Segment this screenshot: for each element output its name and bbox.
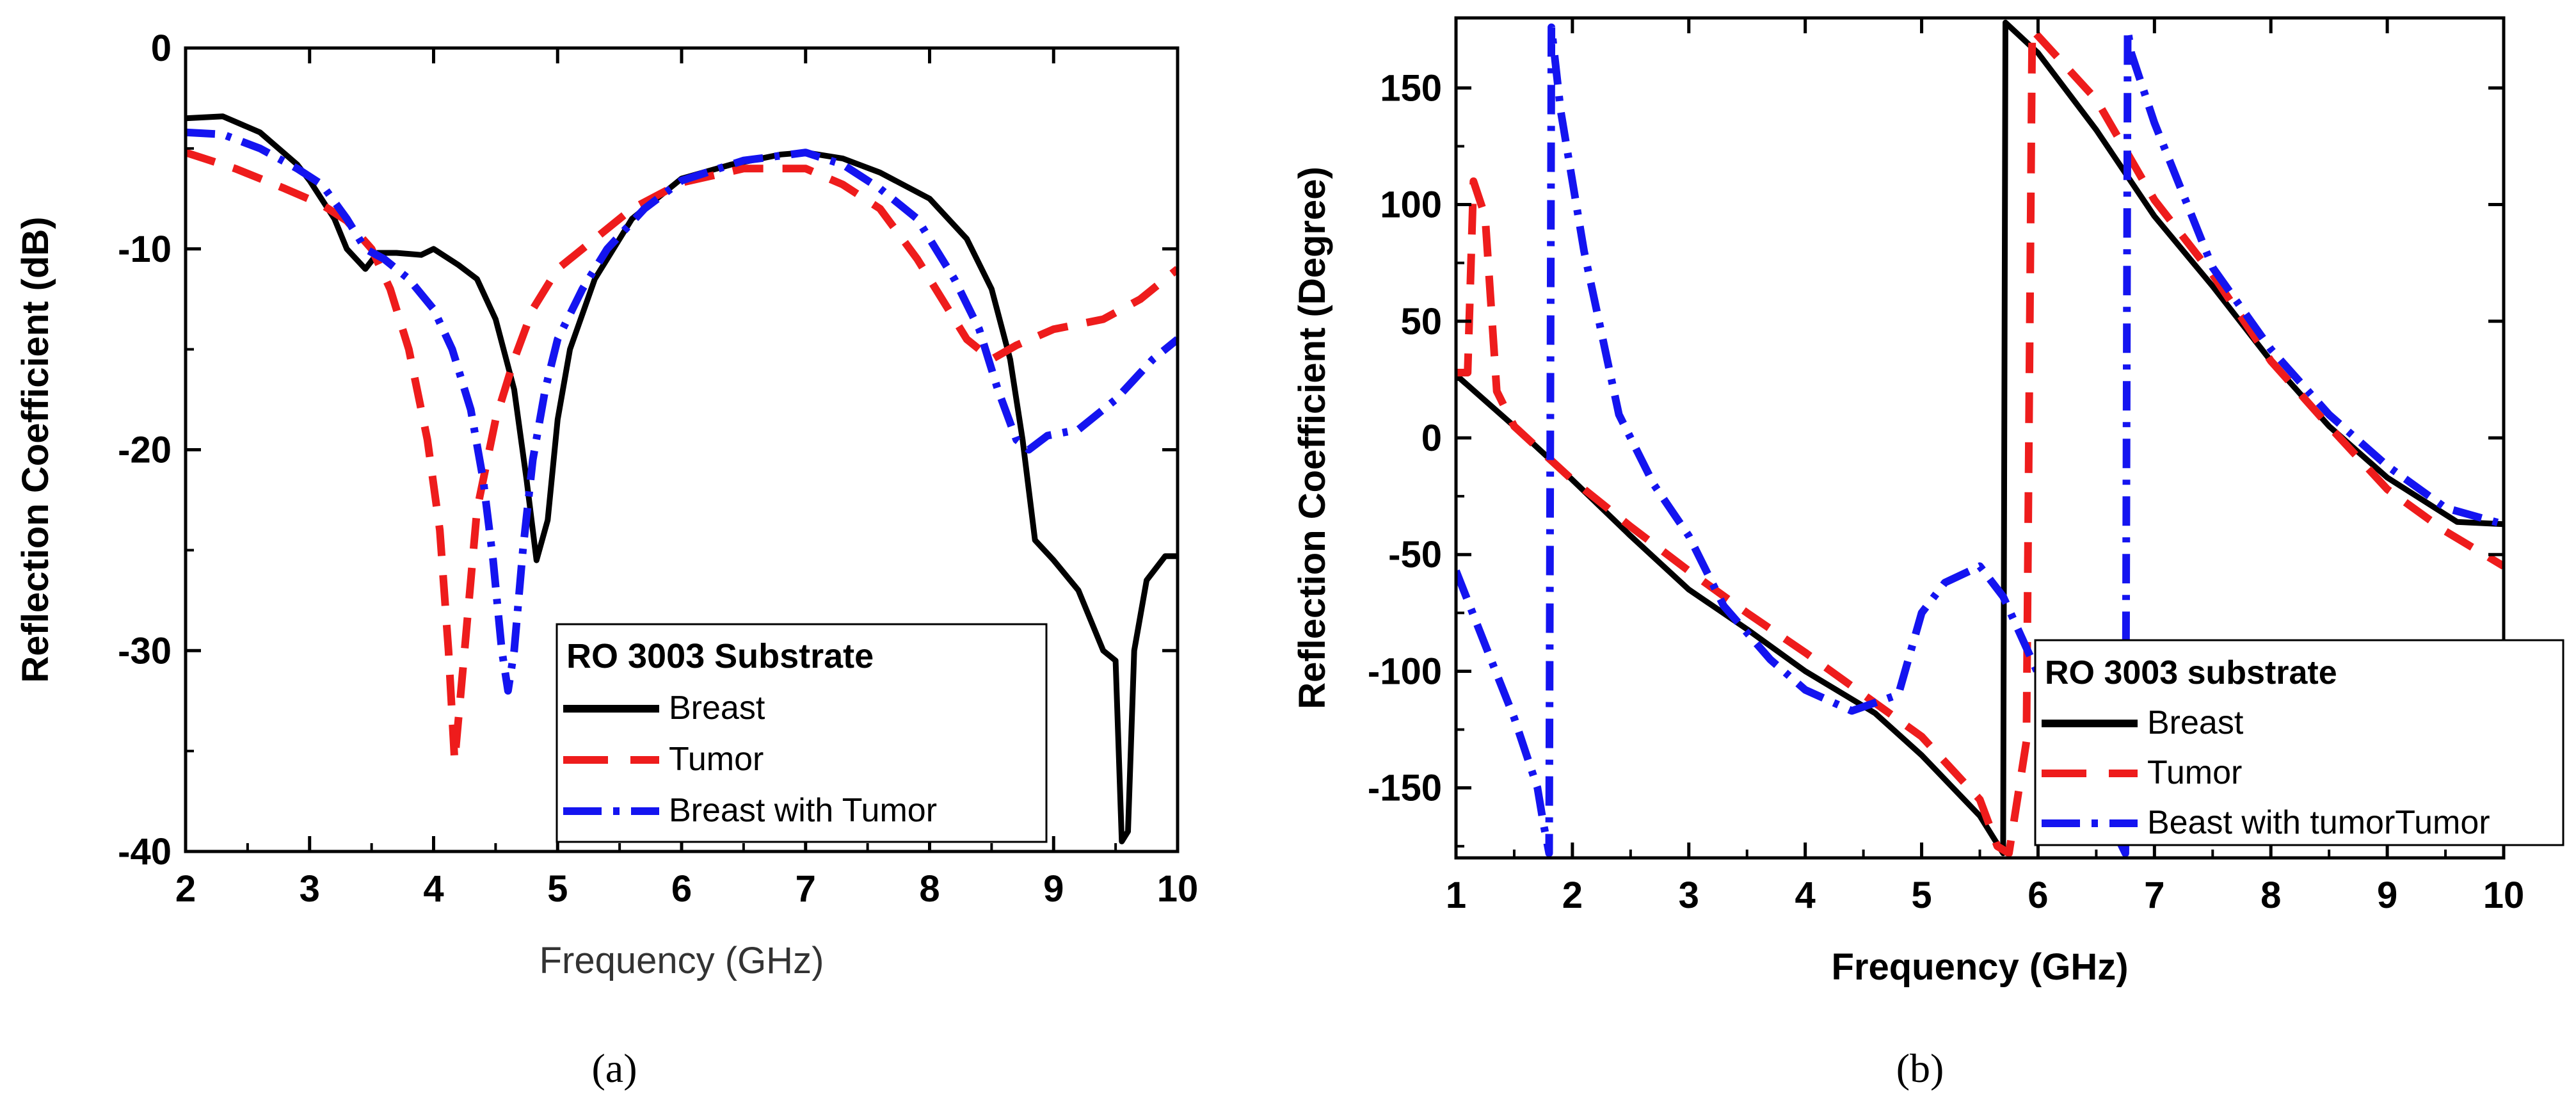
x-tick-label: 1	[1446, 875, 1466, 916]
y-tick-label: -50	[1388, 534, 1442, 576]
x-tick-label: 7	[796, 868, 816, 910]
y-tick-label: -20	[118, 430, 172, 471]
legend-entry: Tumor	[2147, 754, 2242, 791]
x-axis-label: Frequency (GHz)	[1831, 946, 2128, 988]
y-tick-label: 150	[1380, 67, 1442, 109]
y-tick-label: -30	[118, 630, 172, 672]
legend-entry: Beast with tumorTumor	[2147, 804, 2490, 841]
series-line-beast-with-tumortumor	[1456, 23, 2504, 857]
y-tick-label: -10	[118, 229, 172, 270]
x-tick-label: 7	[2144, 875, 2164, 916]
legend-entry: Breast with Tumor	[669, 792, 937, 829]
x-tick-label: 2	[1562, 875, 1583, 916]
y-tick-label: -40	[118, 831, 172, 873]
y-tick-label: 0	[1421, 417, 1442, 459]
series-line-breast	[186, 113, 1178, 844]
legend-box	[556, 623, 1048, 843]
series-line-breast-with-tumor	[186, 128, 1178, 695]
series-line-tumor	[1456, 26, 2504, 857]
x-tick-label: 6	[671, 868, 692, 910]
x-tick-label: 8	[919, 868, 940, 910]
x-tick-label: 5	[547, 868, 568, 910]
y-tick-label: 50	[1400, 301, 1442, 343]
legend: RO 3003 substrate Breast Tumor Beast with t…	[2034, 639, 2564, 846]
y-tick-label: -100	[1368, 650, 1442, 692]
y-tick-label: -150	[1368, 768, 1442, 809]
legend-title: RO 3003 substrate	[2045, 654, 2337, 691]
legend-box	[2034, 639, 2564, 846]
y-axis-label: Reflection Coefficient (Degree)	[1292, 166, 1333, 709]
legend-entry: Breast	[2147, 704, 2244, 741]
chart-panel-a: 2 3 4 5 6 7 8 9 10 0 -10 -20 -30 -40 Reflection Coeffi…	[15, 28, 1198, 1091]
legend-entry: Breast	[669, 690, 765, 727]
legend: RO 3003 Substrate Breast Tumor Breast with …	[556, 623, 1048, 843]
y-tick-label: 0	[151, 28, 172, 69]
chart-panel-b: 1 2 3 4 5 6 7 8 9 10 150 100 50 0 -50 -100 -150 Reflectio…	[1292, 16, 2564, 1091]
y-tick-label: 100	[1380, 184, 1442, 226]
x-tick-label: 4	[1795, 875, 1816, 916]
legend-title: RO 3003 Substrate	[566, 637, 874, 675]
x-tick-label: 4	[423, 868, 444, 910]
series-line-tumor	[186, 149, 1178, 765]
x-tick-label: 10	[2483, 875, 2525, 916]
x-tick-label: 6	[2028, 875, 2048, 916]
x-tick-label: 9	[2377, 875, 2397, 916]
legend-entry: Tumor	[669, 741, 764, 778]
panel-label: (a)	[591, 1045, 637, 1091]
x-tick-label: 10	[1157, 868, 1199, 910]
x-tick-label: 8	[2260, 875, 2281, 916]
y-axis-label: Reflection Coefficient (dB)	[15, 216, 56, 682]
panel-label: (b)	[1896, 1045, 1944, 1091]
x-tick-label: 3	[1679, 875, 1699, 916]
x-tick-label: 9	[1043, 868, 1064, 910]
x-tick-label: 3	[300, 868, 320, 910]
series-group	[186, 113, 1178, 844]
series-group	[1456, 19, 2504, 857]
x-axis-label: Frequency (GHz)	[540, 940, 824, 981]
x-tick-label: 2	[175, 868, 196, 910]
x-tick-label: 5	[1911, 875, 1932, 916]
